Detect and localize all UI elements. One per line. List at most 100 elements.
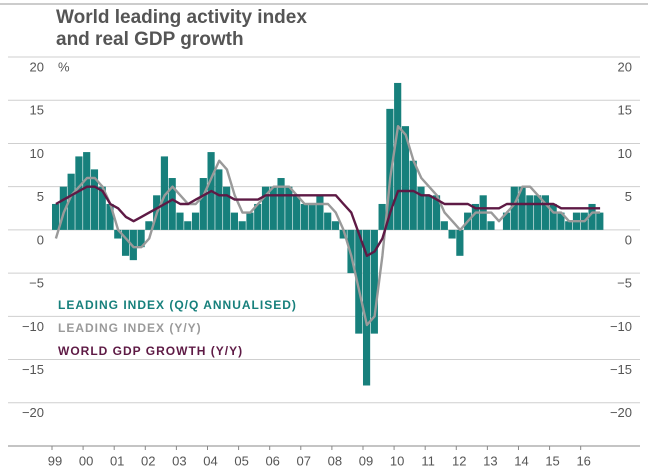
x-tick-label: 16 <box>576 453 590 468</box>
legend-entry: LEADING INDEX (Y/Y) <box>58 321 202 335</box>
bar <box>526 195 534 230</box>
y2-tick-label: 5 <box>625 189 632 204</box>
bar <box>223 186 231 230</box>
bar <box>106 203 114 230</box>
y2-tick-label: −20 <box>610 405 632 420</box>
bar <box>534 195 542 230</box>
x-tick-label: 07 <box>297 453 311 468</box>
bar <box>67 173 75 230</box>
bar <box>230 212 238 230</box>
bar <box>277 178 285 230</box>
x-tick-label: 13 <box>483 453 497 468</box>
bar <box>254 203 262 230</box>
bar <box>215 169 223 230</box>
bar <box>285 186 293 230</box>
y-tick-label: 0 <box>37 232 44 247</box>
bar <box>432 195 441 230</box>
x-tick-label: 12 <box>452 453 466 468</box>
bar <box>316 195 324 230</box>
y-tick-label: 20 <box>30 59 44 74</box>
bar <box>549 203 557 230</box>
x-tick-label: 08 <box>328 453 342 468</box>
bar <box>168 178 176 230</box>
bar <box>137 229 145 248</box>
bar <box>386 108 394 230</box>
bar <box>114 229 122 239</box>
bar <box>269 186 277 230</box>
y2-tick-label: 0 <box>625 232 632 247</box>
bar <box>355 229 363 334</box>
bar <box>394 82 402 230</box>
bar <box>184 221 192 230</box>
chart-title: World leading activity index <box>56 7 307 28</box>
y-tick-label: −15 <box>22 362 44 377</box>
y2-tick-label: 20 <box>618 59 632 74</box>
bar <box>518 186 526 230</box>
y2-tick-label: 15 <box>618 103 632 118</box>
bar <box>448 229 456 239</box>
bar <box>98 186 106 230</box>
x-tick-label: 01 <box>110 453 124 468</box>
bar <box>401 126 410 230</box>
bar <box>565 221 573 230</box>
x-tick-label: 02 <box>141 453 155 468</box>
bar <box>557 212 565 230</box>
bar <box>83 152 91 230</box>
bar <box>121 229 130 256</box>
line <box>55 185 601 257</box>
bar <box>176 212 184 230</box>
bar <box>362 229 371 386</box>
x-tick-label: 05 <box>234 453 248 468</box>
bar <box>588 203 596 230</box>
bar <box>409 160 417 230</box>
bar <box>308 203 316 230</box>
y-tick-label: −10 <box>22 319 44 334</box>
bar <box>324 212 332 230</box>
bar <box>378 203 386 230</box>
bar <box>191 212 200 230</box>
bar <box>456 229 464 256</box>
y-tick-label: 5 <box>37 189 44 204</box>
bar <box>339 229 347 239</box>
x-tick-label: 15 <box>545 453 559 468</box>
bar <box>145 221 153 230</box>
bar <box>293 195 301 230</box>
x-tick-label: 03 <box>172 453 186 468</box>
x-tick-label: 04 <box>203 453 217 468</box>
bar <box>425 195 433 230</box>
legend-entry: LEADING INDEX (Q/Q ANNUALISED) <box>58 298 297 312</box>
chart-title: and real GDP growth <box>56 29 244 50</box>
x-tick-label: 99 <box>48 453 62 468</box>
y2-tick-label: −10 <box>610 319 632 334</box>
bar <box>596 212 604 230</box>
bar <box>90 169 99 230</box>
bar <box>487 221 495 230</box>
bar <box>502 212 511 230</box>
bar <box>510 186 518 230</box>
x-tick-label: 10 <box>390 453 404 468</box>
x-tick-label: 14 <box>514 453 528 468</box>
y2-tick-label: 10 <box>618 146 632 161</box>
y2-tick-label: −5 <box>617 276 632 291</box>
y-tick-label: 10 <box>30 146 44 161</box>
bar <box>238 221 246 230</box>
bar <box>52 203 60 230</box>
bar <box>417 186 425 230</box>
bar <box>300 203 308 230</box>
y-tick-label: −5 <box>29 276 44 291</box>
x-tick-label: 11 <box>421 453 435 468</box>
bar <box>59 186 67 230</box>
x-tick-label: 00 <box>79 453 93 468</box>
bar <box>246 212 254 230</box>
y-tick-label: −20 <box>22 405 44 420</box>
y2-tick-label: −15 <box>610 362 632 377</box>
bar <box>471 203 480 230</box>
bar <box>331 221 340 230</box>
bar <box>199 178 207 230</box>
bar <box>370 229 378 334</box>
bar <box>261 186 270 230</box>
bar <box>129 229 137 261</box>
bar <box>541 195 549 230</box>
line <box>54 125 601 327</box>
unit-label: % <box>58 59 70 74</box>
